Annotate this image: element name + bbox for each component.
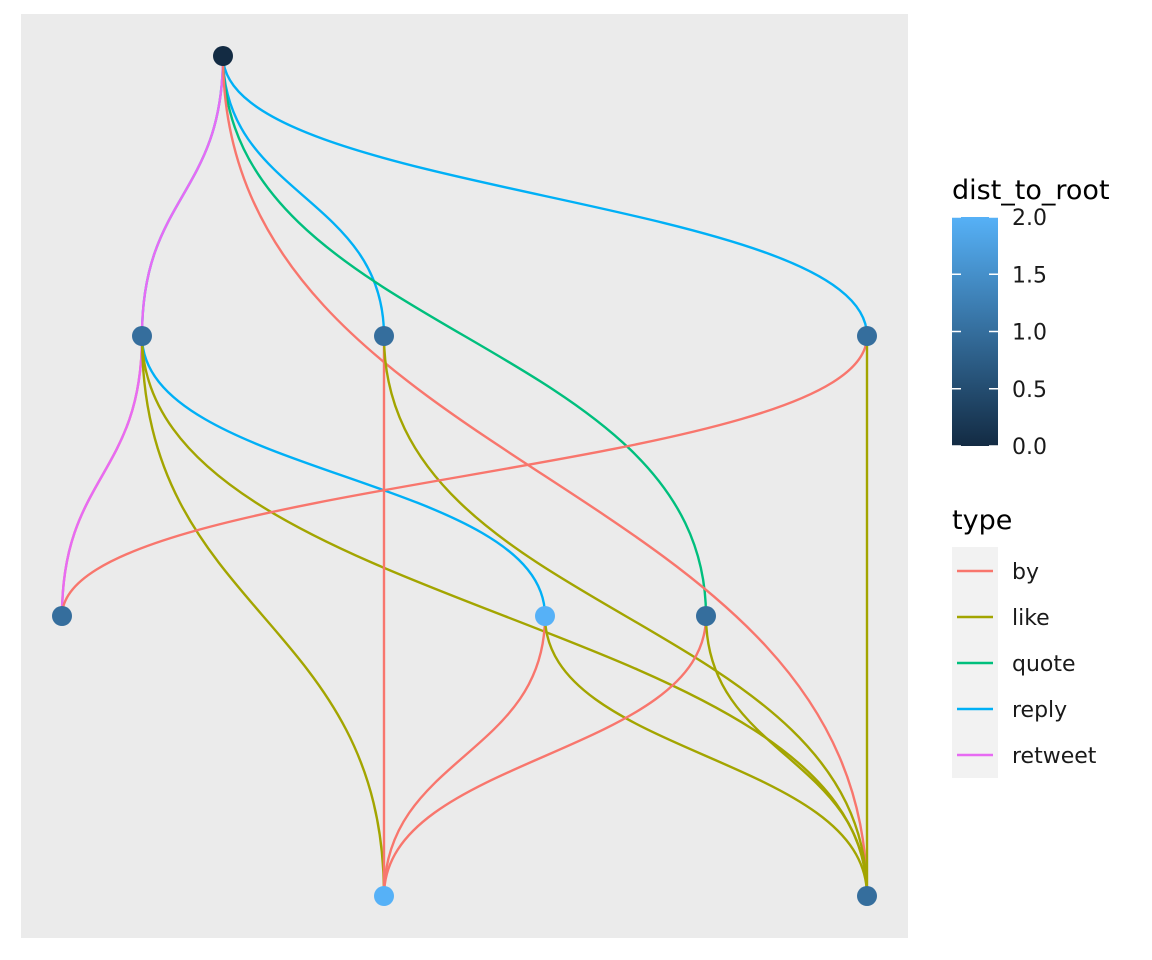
edge-by xyxy=(221,55,869,897)
colorbar-tick-label: 0.0 xyxy=(1012,435,1047,460)
edge-quote xyxy=(221,55,708,617)
node xyxy=(132,326,152,346)
type-legend-keys: by like quote reply retweet xyxy=(957,560,1097,769)
node xyxy=(374,886,394,906)
edge-retweet xyxy=(60,335,144,617)
colorbar-legend: dist_to_root 2.0 1.5 1.0 0.5 0.0 xyxy=(952,175,1110,460)
edge-by xyxy=(60,335,869,617)
colorbar-tick-label: 2.0 xyxy=(1012,206,1047,231)
edge-reply xyxy=(140,335,547,617)
node xyxy=(52,606,72,626)
edge-like xyxy=(140,335,869,897)
type-legend-title: type xyxy=(952,505,1012,536)
node xyxy=(696,606,716,626)
node xyxy=(857,326,877,346)
node xyxy=(213,46,233,66)
edge-like xyxy=(704,615,869,897)
type-legend-label-like: like xyxy=(1012,606,1050,631)
edge-by xyxy=(382,615,547,897)
edge-reply xyxy=(221,55,386,337)
edge-like xyxy=(543,615,869,897)
colorbar-tick-label: 0.5 xyxy=(1012,378,1047,403)
colorbar-tick-label: 1.5 xyxy=(1012,263,1047,288)
edge-like xyxy=(382,335,869,897)
edge-by xyxy=(382,615,708,897)
node-layer xyxy=(52,46,877,906)
edge-retweet xyxy=(140,55,225,337)
colorbar-ticks: 2.0 1.5 1.0 0.5 0.0 xyxy=(952,206,1047,460)
type-legend-label-reply: reply xyxy=(1012,698,1067,723)
colorbar-title: dist_to_root xyxy=(952,175,1110,206)
edge-layer xyxy=(60,55,869,897)
node xyxy=(857,886,877,906)
type-legend-label-by: by xyxy=(1012,560,1039,585)
node xyxy=(535,606,555,626)
type-legend-label-quote: quote xyxy=(1012,652,1076,677)
colorbar-tick-label: 1.0 xyxy=(1012,321,1047,346)
edge-like xyxy=(140,335,386,897)
node xyxy=(374,326,394,346)
edge-reply xyxy=(221,55,869,337)
type-legend-label-retweet: retweet xyxy=(1012,744,1097,769)
type-legend: type by like quote reply retweet xyxy=(952,505,1097,778)
